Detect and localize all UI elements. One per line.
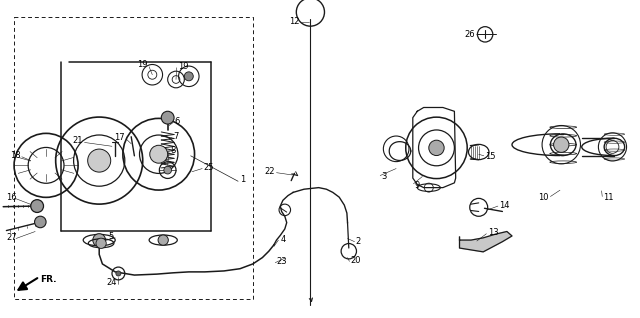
Text: 11: 11 [604,193,614,202]
Text: 4: 4 [280,235,285,244]
Circle shape [116,271,121,276]
Circle shape [161,111,174,124]
Text: 1: 1 [240,175,245,184]
Circle shape [184,72,193,81]
Text: 19: 19 [138,60,148,69]
Text: 19: 19 [178,62,188,71]
Text: 7: 7 [173,132,178,141]
Text: FR.: FR. [40,275,57,284]
Text: 17: 17 [114,133,125,142]
Circle shape [554,137,569,152]
Text: 16: 16 [6,193,17,202]
Circle shape [93,234,106,246]
Text: 23: 23 [276,257,287,266]
Circle shape [150,145,168,163]
Text: 21: 21 [73,136,83,145]
Text: 27: 27 [6,233,17,242]
Text: 13: 13 [488,228,499,237]
Text: 10: 10 [538,193,548,202]
Text: 14: 14 [499,201,509,210]
Circle shape [35,216,46,228]
Text: 9: 9 [415,181,420,190]
Circle shape [88,149,111,172]
Circle shape [96,238,106,248]
Text: 25: 25 [204,163,214,172]
Text: 20: 20 [351,256,361,265]
Text: 2: 2 [356,237,361,245]
Text: 3: 3 [381,172,387,181]
Text: 18: 18 [10,151,20,160]
Text: 15: 15 [485,152,495,161]
Text: 24: 24 [107,278,117,287]
Text: 5: 5 [109,232,114,241]
Text: 22: 22 [265,167,275,176]
Text: 26: 26 [464,30,475,39]
Text: 12: 12 [289,17,300,26]
Text: 6: 6 [175,117,180,126]
FancyArrowPatch shape [19,278,37,290]
Circle shape [158,235,168,245]
Circle shape [31,200,44,212]
Polygon shape [460,232,512,252]
Circle shape [429,140,444,156]
Text: 8: 8 [170,146,175,155]
Circle shape [164,166,172,174]
